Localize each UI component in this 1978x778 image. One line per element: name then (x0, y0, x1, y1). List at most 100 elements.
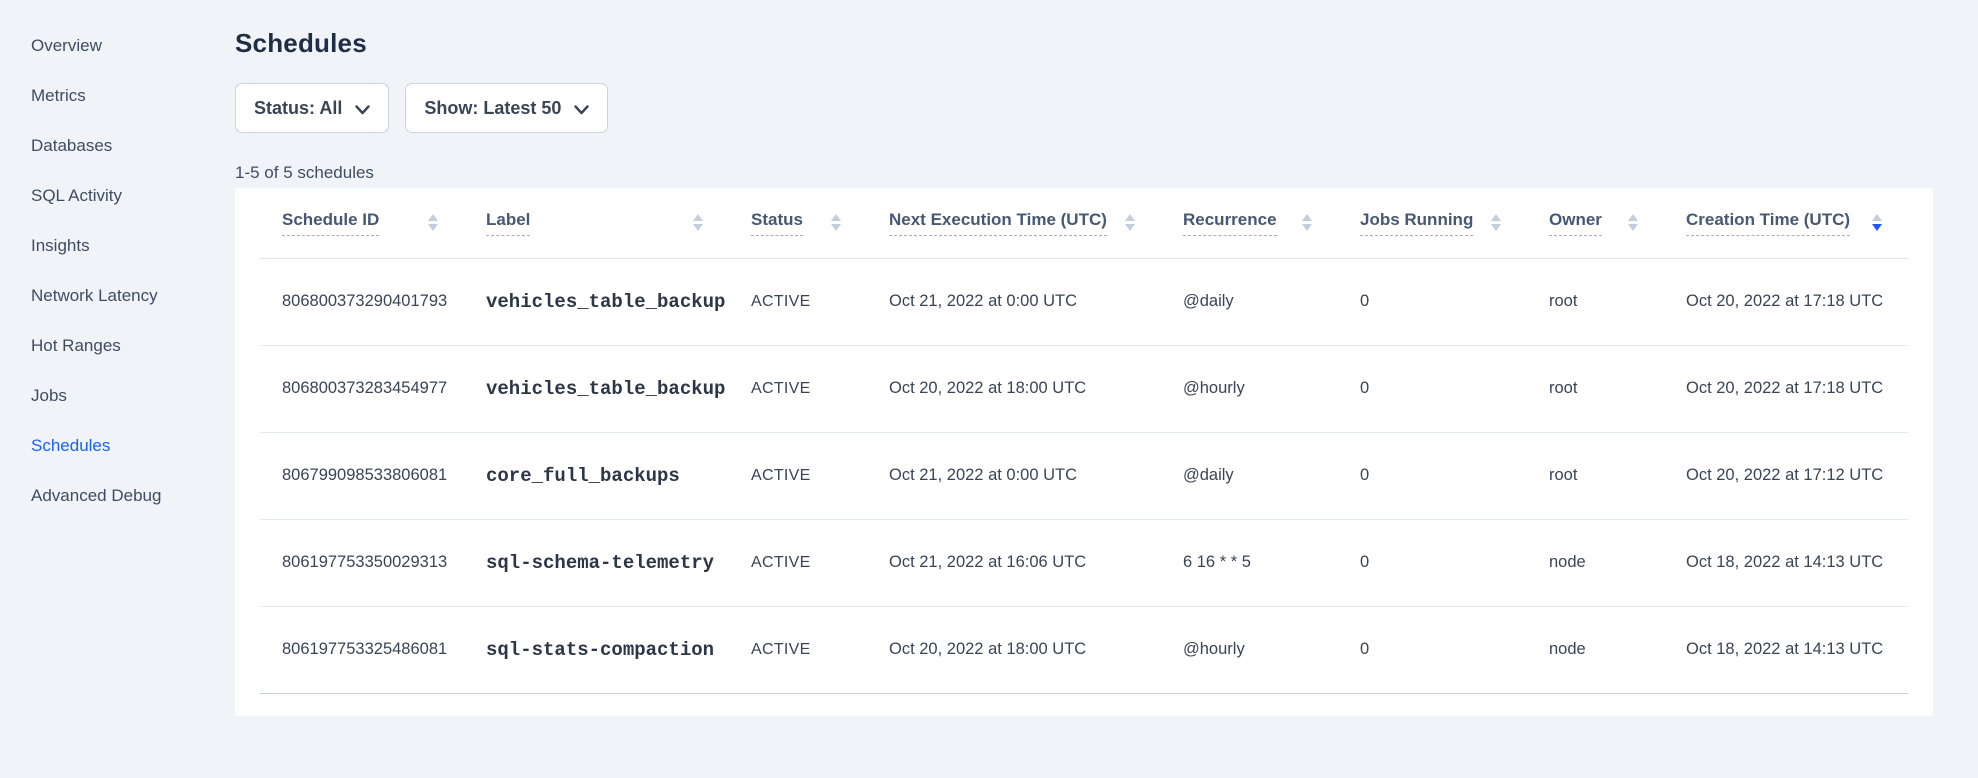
sort-desc-arrow-icon (831, 224, 841, 231)
schedule-id-cell: 806197753350029313 (260, 519, 464, 606)
column-header-jobs-running: Jobs Running (1338, 188, 1527, 258)
column-header-label-next-execution-time[interactable]: Next Execution Time (UTC) (889, 210, 1107, 236)
next-execution-cell: Oct 20, 2022 at 18:00 UTC (867, 606, 1161, 693)
table-row: 806799098533806081 core_full_backups ACT… (260, 432, 1908, 519)
column-header-label-jobs-running[interactable]: Jobs Running (1360, 210, 1473, 236)
sort-desc-arrow-icon (1302, 224, 1312, 231)
sort-desc-arrow-icon (1872, 224, 1882, 231)
sort-asc-arrow-icon (831, 214, 841, 221)
column-header-next-execution-time: Next Execution Time (UTC) (867, 188, 1161, 258)
sidebar-item-overview[interactable]: Overview (31, 21, 235, 71)
jobs-running-cell: 0 (1338, 606, 1527, 693)
owner-cell: root (1527, 432, 1664, 519)
sidebar-item-sql-activity[interactable]: SQL Activity (31, 171, 235, 221)
next-execution-cell: Oct 21, 2022 at 16:06 UTC (867, 519, 1161, 606)
recurrence-cell: @hourly (1161, 345, 1338, 432)
schedule-id-cell: 806197753325486081 (260, 606, 464, 693)
results-count: 1-5 of 5 schedules (235, 163, 1933, 183)
column-header-label-label[interactable]: Label (486, 210, 530, 236)
sort-icon[interactable] (1628, 214, 1638, 231)
sort-icon[interactable] (428, 214, 438, 231)
schedule-id-cell: 806800373283454977 (260, 345, 464, 432)
recurrence-cell: @hourly (1161, 606, 1338, 693)
sort-asc-arrow-icon (1491, 214, 1501, 221)
label-cell: vehicles_table_backup (464, 258, 729, 345)
sidebar-item-advanced-debug[interactable]: Advanced Debug (31, 471, 235, 521)
table-row: 806800373290401793 vehicles_table_backup… (260, 258, 1908, 345)
sort-asc-arrow-icon (693, 214, 703, 221)
sidebar: Overview Metrics Databases SQL Activity … (0, 21, 235, 521)
sidebar-item-hot-ranges[interactable]: Hot Ranges (31, 321, 235, 371)
next-execution-cell: Oct 20, 2022 at 18:00 UTC (867, 345, 1161, 432)
table-row: 806197753325486081 sql-stats-compaction … (260, 606, 1908, 693)
recurrence-cell: @daily (1161, 432, 1338, 519)
creation-time-cell: Oct 18, 2022 at 14:13 UTC (1664, 519, 1908, 606)
show-filter-label: Show: Latest 50 (424, 98, 561, 119)
status-cell: ACTIVE (729, 345, 867, 432)
owner-cell: root (1527, 345, 1664, 432)
sort-icon[interactable] (1872, 214, 1882, 231)
sort-desc-arrow-icon (428, 224, 438, 231)
recurrence-cell: 6 16 * * 5 (1161, 519, 1338, 606)
status-filter-label: Status: All (254, 98, 342, 119)
sort-icon[interactable] (693, 214, 703, 231)
owner-cell: root (1527, 258, 1664, 345)
column-header-status: Status (729, 188, 867, 258)
sidebar-item-insights[interactable]: Insights (31, 221, 235, 271)
page-title: Schedules (235, 28, 1933, 59)
sort-icon[interactable] (1125, 214, 1135, 231)
table-body: 806800373290401793 vehicles_table_backup… (260, 258, 1908, 693)
status-filter-dropdown[interactable]: Status: All (235, 83, 389, 133)
jobs-running-cell: 0 (1338, 258, 1527, 345)
jobs-running-cell: 0 (1338, 519, 1527, 606)
column-header-label-creation-time[interactable]: Creation Time (UTC) (1686, 210, 1850, 236)
column-header-owner: Owner (1527, 188, 1664, 258)
schedules-page: Schedules Status: All Show: Latest 50 1-… (235, 0, 1933, 716)
column-header-label-schedule-id[interactable]: Schedule ID (282, 210, 379, 236)
sidebar-item-network-latency[interactable]: Network Latency (31, 271, 235, 321)
table-row: 806800373283454977 vehicles_table_backup… (260, 345, 1908, 432)
sort-asc-arrow-icon (1302, 214, 1312, 221)
chevron-down-icon (355, 99, 370, 120)
schedules-table-card: Schedule ID Label (235, 188, 1933, 716)
schedules-table: Schedule ID Label (260, 188, 1908, 694)
sort-desc-arrow-icon (1125, 224, 1135, 231)
sidebar-item-databases[interactable]: Databases (31, 121, 235, 171)
jobs-running-cell: 0 (1338, 345, 1527, 432)
owner-cell: node (1527, 519, 1664, 606)
column-header-label-owner[interactable]: Owner (1549, 210, 1602, 236)
status-cell: ACTIVE (729, 606, 867, 693)
table-header: Schedule ID Label (260, 188, 1908, 258)
status-cell: ACTIVE (729, 258, 867, 345)
sidebar-item-metrics[interactable]: Metrics (31, 71, 235, 121)
label-cell: vehicles_table_backup (464, 345, 729, 432)
sort-asc-arrow-icon (1628, 214, 1638, 221)
creation-time-cell: Oct 18, 2022 at 14:13 UTC (1664, 606, 1908, 693)
sort-asc-arrow-icon (428, 214, 438, 221)
column-header-label-recurrence[interactable]: Recurrence (1183, 210, 1277, 236)
label-cell: sql-stats-compaction (464, 606, 729, 693)
column-header-label: Label (464, 188, 729, 258)
sort-icon[interactable] (831, 214, 841, 231)
recurrence-cell: @daily (1161, 258, 1338, 345)
status-cell: ACTIVE (729, 519, 867, 606)
sort-icon[interactable] (1302, 214, 1312, 231)
table-row: 806197753350029313 sql-schema-telemetry … (260, 519, 1908, 606)
next-execution-cell: Oct 21, 2022 at 0:00 UTC (867, 258, 1161, 345)
owner-cell: node (1527, 606, 1664, 693)
column-header-label-status[interactable]: Status (751, 210, 803, 236)
sidebar-item-schedules[interactable]: Schedules (31, 421, 235, 471)
sort-desc-arrow-icon (1491, 224, 1501, 231)
column-header-creation-time: Creation Time (UTC) (1664, 188, 1908, 258)
sidebar-item-jobs[interactable]: Jobs (31, 371, 235, 421)
creation-time-cell: Oct 20, 2022 at 17:18 UTC (1664, 345, 1908, 432)
sort-icon[interactable] (1491, 214, 1501, 231)
jobs-running-cell: 0 (1338, 432, 1527, 519)
sort-asc-arrow-icon (1125, 214, 1135, 221)
sort-desc-arrow-icon (1628, 224, 1638, 231)
show-filter-dropdown[interactable]: Show: Latest 50 (405, 83, 608, 133)
column-header-recurrence: Recurrence (1161, 188, 1338, 258)
creation-time-cell: Oct 20, 2022 at 17:18 UTC (1664, 258, 1908, 345)
column-header-schedule-id: Schedule ID (260, 188, 464, 258)
sort-asc-arrow-icon (1872, 214, 1882, 221)
